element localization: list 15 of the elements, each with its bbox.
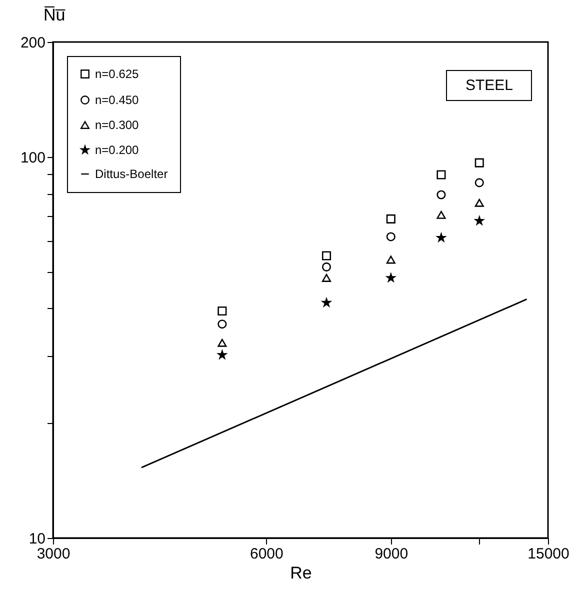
x-tick-label: 15000 xyxy=(528,546,570,562)
x-tick-label: 3000 xyxy=(36,546,70,562)
x-axis-title: Re xyxy=(290,564,312,582)
legend-label: n=0.200 xyxy=(95,143,140,157)
legend-label: Dittus-Boelter xyxy=(95,167,168,181)
x-tick-label: 9000 xyxy=(374,546,408,562)
y-tick-label: 10 xyxy=(28,530,46,548)
y-axis-title: N̅u̅ xyxy=(44,6,66,24)
label-box: STEEL xyxy=(446,70,532,101)
legend-label: n=0.625 xyxy=(95,67,140,81)
legend-label: n=0.300 xyxy=(95,118,140,132)
legend-label: n=0.450 xyxy=(95,93,140,107)
y-tick-label: 200 xyxy=(20,34,46,52)
x-tick-label: 6000 xyxy=(250,546,284,562)
y-tick-label: 100 xyxy=(20,149,46,166)
